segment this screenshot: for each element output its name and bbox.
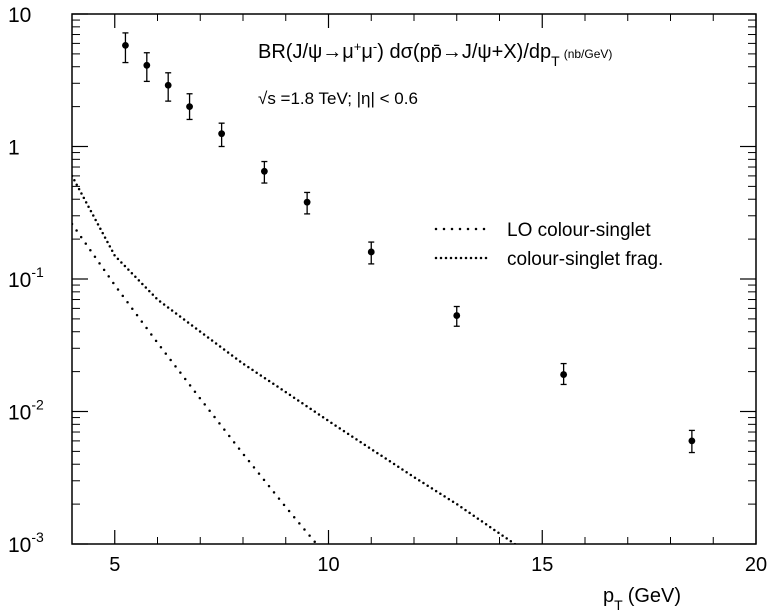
data-point xyxy=(260,167,268,175)
data-point xyxy=(453,312,461,319)
data-points xyxy=(122,32,696,454)
data-point xyxy=(186,103,193,111)
x-tick-label: 20 xyxy=(745,554,767,576)
data-point xyxy=(688,437,696,445)
y-tick-label: 1 xyxy=(8,137,20,160)
series-line-1 xyxy=(72,174,518,544)
legend-label-lo-colour-singlet: LO colour-singlet xyxy=(507,220,651,241)
y-tick-label: 10-1 xyxy=(8,264,44,292)
data-point xyxy=(218,130,226,138)
x-tick-label: 5 xyxy=(109,554,120,576)
y-tick-label: 10-3 xyxy=(8,529,44,557)
chart-subtitle: √s =1.8 TeV; |η| < 0.6 xyxy=(258,89,418,108)
data-point xyxy=(367,248,375,256)
legend-label-colour-singlet-frag: colour-singlet frag. xyxy=(507,249,663,270)
axis-ticks: 5 10 15 20 10 1 10-1 10-2 10-3 xyxy=(8,4,767,576)
y-tick-label: 10 xyxy=(8,4,31,27)
x-tick-label: 10 xyxy=(317,554,339,576)
data-point xyxy=(560,371,568,378)
y-tick-label: 10-2 xyxy=(8,397,44,425)
data-point xyxy=(143,61,151,69)
x-tick-label: 15 xyxy=(531,554,553,576)
data-point xyxy=(122,41,129,49)
theory-curves xyxy=(72,174,518,544)
chart-title: BR(J/ψ→μ+μ-) dσ(pp̄→J/ψ+X)/dpT (nb/GeV) xyxy=(258,39,612,70)
series-line-0 xyxy=(72,222,319,544)
x-axis-label: pT (GeV) xyxy=(603,585,681,612)
data-point xyxy=(303,198,311,206)
data-point xyxy=(164,81,172,89)
legend: LO colour-singlet colour-singlet frag. xyxy=(434,220,663,270)
